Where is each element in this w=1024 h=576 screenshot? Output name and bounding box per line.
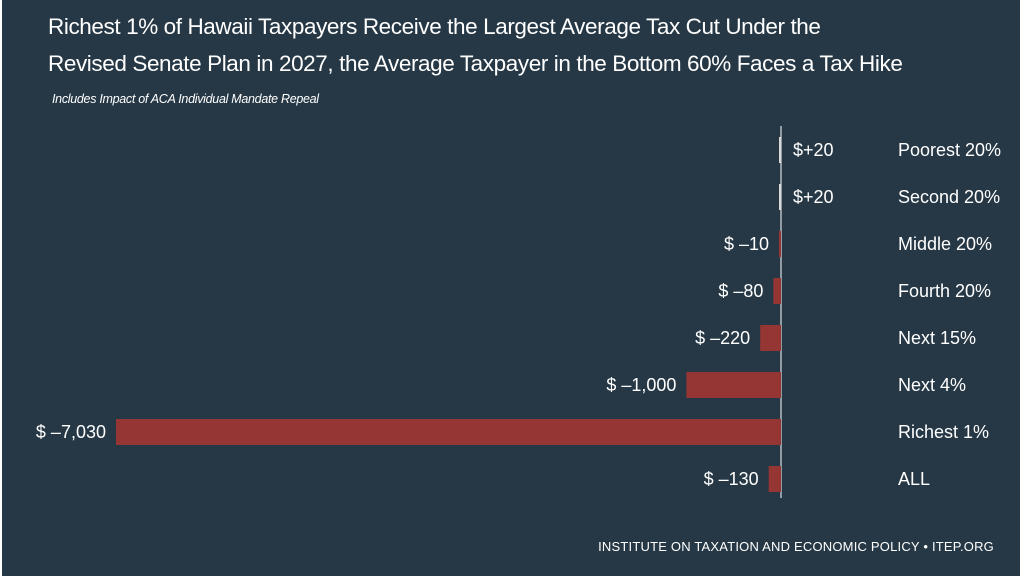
bar-second-20 (779, 184, 781, 210)
category-label: Second 20% (898, 187, 1000, 207)
chart-subtitle: Includes Impact of ACA Individual Mandat… (52, 92, 319, 106)
category-label: ALL (898, 469, 930, 489)
bar-poorest-20 (779, 137, 781, 163)
category-label: Poorest 20% (898, 140, 1001, 160)
category-label: Richest 1% (898, 422, 989, 442)
value-label: $ –7,030 (36, 422, 106, 442)
value-label: $ –10 (724, 234, 769, 254)
bar-all (768, 466, 781, 492)
chart-title-line-1: Richest 1% of Hawaii Taxpayers Receive t… (48, 14, 821, 39)
value-label: $ –130 (704, 469, 759, 489)
value-label: $+20 (793, 187, 834, 207)
value-label: $+20 (793, 140, 834, 160)
value-label: $ –220 (695, 328, 750, 348)
bar-fourth-20 (773, 278, 781, 304)
source-footer: INSTITUTE ON TAXATION AND ECONOMIC POLIC… (598, 539, 994, 554)
value-label: $ –80 (718, 281, 763, 301)
chart-title-line-2: Revised Senate Plan in 2027, the Average… (48, 51, 903, 76)
category-label: Middle 20% (898, 234, 992, 254)
chart-title: Richest 1% of Hawaii Taxpayers Receive t… (48, 8, 1008, 82)
category-label: Fourth 20% (898, 281, 991, 301)
bar-next-15 (760, 325, 781, 351)
bar-richest-1 (116, 419, 781, 445)
value-label: $ –1,000 (606, 375, 676, 395)
bar-next-4 (686, 372, 781, 398)
category-label: Next 15% (898, 328, 976, 348)
category-label: Next 4% (898, 375, 966, 395)
bar-middle-20 (779, 231, 781, 257)
